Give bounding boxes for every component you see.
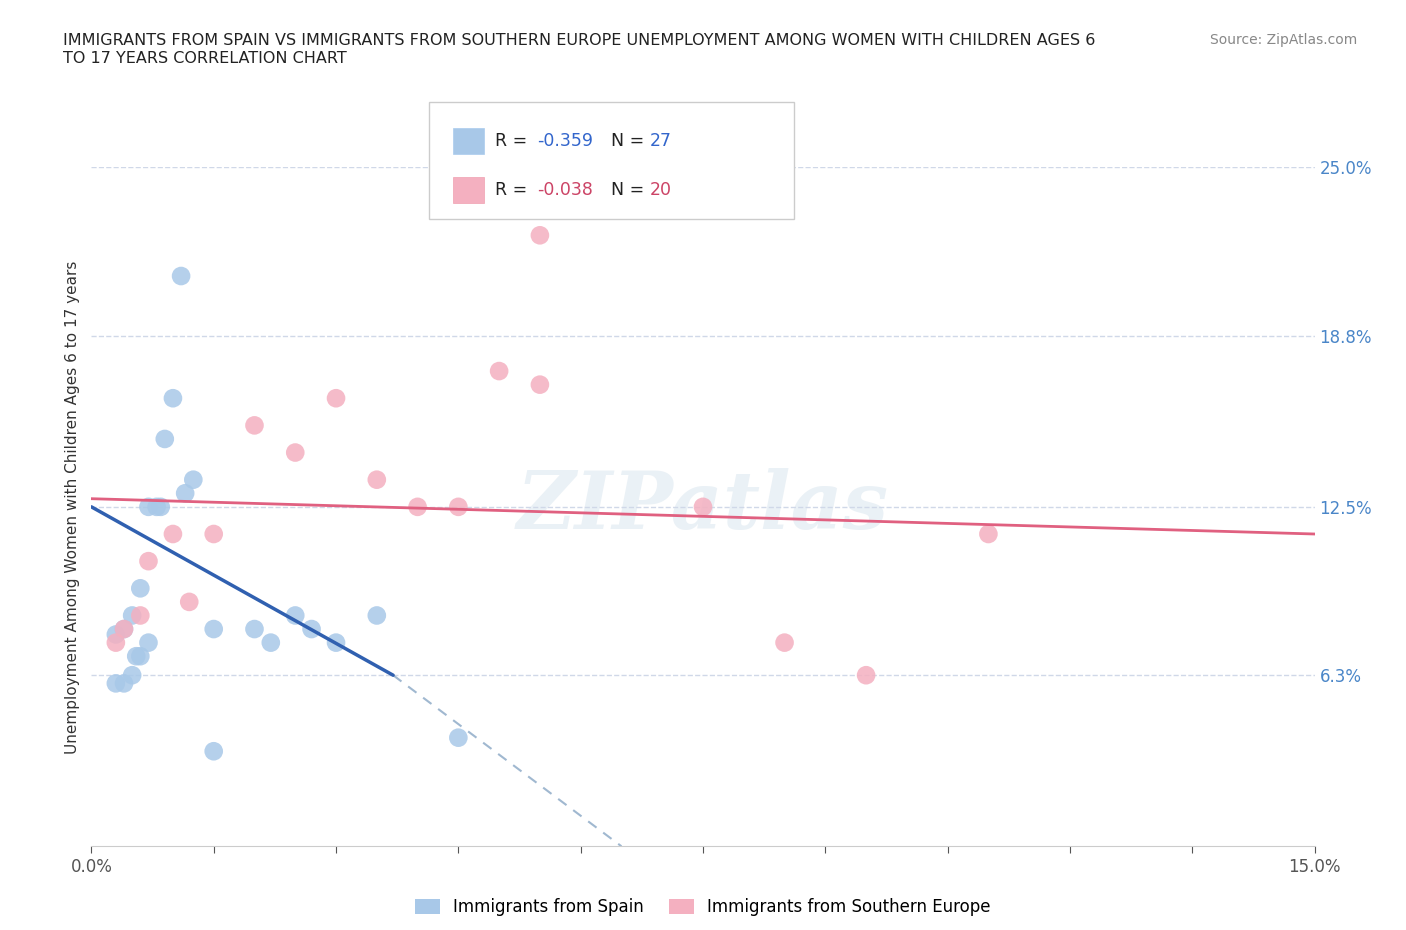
- Text: N =: N =: [600, 132, 650, 150]
- Point: [121, 668, 143, 683]
- Point: [284, 608, 307, 623]
- Point: [183, 472, 205, 487]
- Point: [129, 581, 152, 596]
- Point: [529, 378, 551, 392]
- Point: [179, 594, 201, 609]
- Text: TO 17 YEARS CORRELATION CHART: TO 17 YEARS CORRELATION CHART: [63, 51, 347, 66]
- Point: [138, 499, 160, 514]
- Y-axis label: Unemployment Among Women with Children Ages 6 to 17 years: Unemployment Among Women with Children A…: [65, 260, 80, 753]
- Point: [129, 608, 152, 623]
- Text: 20: 20: [650, 181, 672, 199]
- Point: [104, 627, 127, 642]
- Point: [366, 472, 388, 487]
- Point: [529, 228, 551, 243]
- Point: [153, 432, 176, 446]
- Text: R =: R =: [495, 181, 533, 199]
- Text: -0.038: -0.038: [537, 181, 593, 199]
- Point: [125, 649, 148, 664]
- Point: [977, 526, 1000, 541]
- Point: [138, 553, 160, 568]
- Point: [162, 526, 184, 541]
- Point: [121, 608, 143, 623]
- Point: [138, 635, 160, 650]
- Point: [243, 621, 266, 636]
- Point: [202, 621, 225, 636]
- Text: R =: R =: [495, 132, 533, 150]
- Point: [170, 269, 193, 284]
- Text: IMMIGRANTS FROM SPAIN VS IMMIGRANTS FROM SOUTHERN EUROPE UNEMPLOYMENT AMONG WOME: IMMIGRANTS FROM SPAIN VS IMMIGRANTS FROM…: [63, 33, 1095, 47]
- Point: [855, 668, 877, 683]
- Point: [112, 621, 135, 636]
- Point: [202, 744, 225, 759]
- Point: [174, 485, 197, 500]
- Point: [692, 499, 714, 514]
- Point: [366, 608, 388, 623]
- Point: [406, 499, 429, 514]
- Point: [112, 676, 135, 691]
- Point: [447, 730, 470, 745]
- Text: Source: ZipAtlas.com: Source: ZipAtlas.com: [1209, 33, 1357, 46]
- Point: [447, 499, 470, 514]
- Point: [243, 418, 266, 432]
- Point: [162, 391, 184, 405]
- Point: [104, 676, 127, 691]
- Point: [773, 635, 796, 650]
- Point: [301, 621, 323, 636]
- Text: ZIPatlas: ZIPatlas: [517, 468, 889, 546]
- Text: -0.359: -0.359: [537, 132, 593, 150]
- Text: 27: 27: [650, 132, 672, 150]
- Point: [325, 635, 347, 650]
- Point: [129, 649, 152, 664]
- Point: [488, 364, 510, 379]
- Point: [202, 526, 225, 541]
- Point: [260, 635, 283, 650]
- Point: [284, 445, 307, 460]
- Legend: Immigrants from Spain, Immigrants from Southern Europe: Immigrants from Spain, Immigrants from S…: [415, 898, 991, 916]
- Point: [104, 635, 127, 650]
- Text: N =: N =: [600, 181, 650, 199]
- Point: [325, 391, 347, 405]
- Point: [145, 499, 167, 514]
- Point: [149, 499, 172, 514]
- Point: [112, 621, 135, 636]
